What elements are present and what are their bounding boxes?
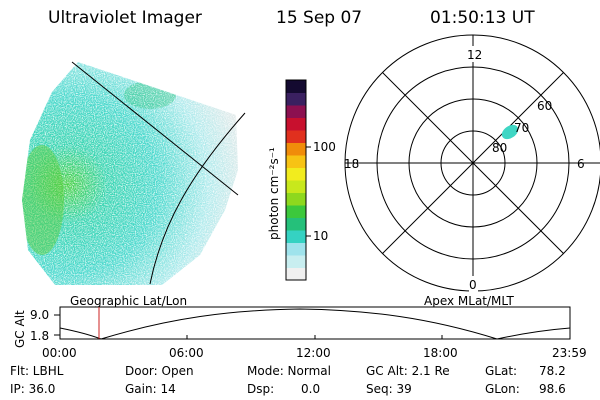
lat-label-60: 60 [537, 99, 552, 113]
colorbar-strip [286, 167, 306, 181]
polar-panel-label: Apex MLat/MLT [424, 294, 514, 308]
lat-label-80: 80 [492, 141, 507, 155]
mlt-label-18: 18 [344, 157, 359, 171]
instrument-title: Ultraviolet Imager [48, 8, 202, 28]
colorbar-strip [286, 92, 306, 106]
colorbar-label-10: 10 [313, 229, 328, 243]
status-glat-value: 78.2 [539, 364, 566, 378]
status-glon-value: 98.6 [539, 382, 566, 396]
colorbar-strip [286, 117, 306, 131]
status-ip: IP: 36.0 [10, 382, 56, 396]
mlt-label-0: 0 [469, 278, 477, 292]
status-glon-label: GLon: [485, 382, 520, 396]
observation-date: 15 Sep 07 [276, 8, 363, 28]
orbit-altitude-curve [59, 308, 571, 340]
status-door: Door: Open [125, 364, 194, 378]
timeline-xtick-0000: 00:00 [42, 346, 77, 360]
colorbar-strip [286, 105, 306, 118]
timeline-xtick-1200: 12:00 [296, 346, 331, 360]
colorbar-strip [286, 155, 306, 168]
timeline-xtick-2359: 23:59 [552, 346, 587, 360]
uv-image-panel [22, 61, 246, 285]
polar-diagonal-2 [382, 72, 564, 254]
status-dsp-label: Dsp: [247, 382, 275, 396]
timeline-frame [59, 306, 571, 340]
timeline-ytick-9: 9.0 [30, 308, 49, 322]
uv-bright-patch [124, 81, 176, 109]
colorbar-strip [286, 267, 306, 281]
colorbar-strip [286, 242, 306, 256]
label-bg-0 [469, 276, 478, 292]
colorbar-strip [286, 205, 306, 218]
status-glat-label: GLat: [485, 364, 518, 378]
uv-green-region [22, 145, 64, 255]
lat-label-70: 70 [514, 121, 529, 135]
timeline-ylabel: GC Alt [13, 310, 27, 348]
status-filter: Flt: LBHL [10, 364, 64, 378]
colorbar-strip [286, 180, 306, 193]
mlt-label-12: 12 [467, 48, 482, 62]
status-mode: Mode: Normal [247, 364, 331, 378]
colorbar: 100 10 photon cm⁻²s⁻¹ [267, 79, 336, 281]
polar-auroral-spot [501, 124, 519, 140]
timeline-xtick-0600: 06:00 [169, 346, 204, 360]
colorbar-strip [286, 80, 306, 93]
timeline-ytick-1-8: 1.8 [30, 329, 49, 343]
colorbar-strip [286, 217, 306, 231]
mlt-label-6: 6 [577, 157, 585, 171]
colorbar-unit-label: photon cm⁻²s⁻¹ [267, 147, 281, 240]
colorbar-strip [286, 255, 306, 268]
colorbar-strip [286, 142, 306, 156]
colorbar-strip [286, 230, 306, 243]
colorbar-strip [286, 192, 306, 206]
timeline-xtick-1800: 18:00 [423, 346, 458, 360]
image-panel-label: Geographic Lat/Lon [70, 294, 187, 308]
status-gain: Gain: 14 [125, 382, 176, 396]
observation-time: 01:50:13 UT [430, 8, 535, 28]
status-gc-alt: GC Alt: 2.1 Re [366, 364, 450, 378]
altitude-timeline [54, 306, 571, 340]
status-seq: Seq: 39 [366, 382, 412, 396]
colorbar-strip [286, 130, 306, 143]
colorbar-frame [285, 79, 307, 281]
terminator-line [71, 61, 239, 196]
limb-curve [149, 112, 246, 285]
status-dsp-value: 0.0 [301, 382, 321, 396]
label-bg-12 [469, 46, 478, 62]
polar-plot [344, 34, 600, 292]
colorbar-label-100: 100 [313, 140, 336, 154]
